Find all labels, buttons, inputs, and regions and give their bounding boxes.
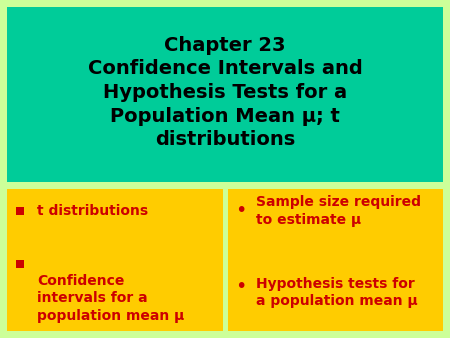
FancyBboxPatch shape xyxy=(7,7,443,182)
Text: t distributions: t distributions xyxy=(37,204,148,218)
Text: •: • xyxy=(235,277,246,296)
FancyBboxPatch shape xyxy=(16,207,24,215)
FancyBboxPatch shape xyxy=(228,189,443,331)
Text: Chapter 23
Confidence Intervals and
Hypothesis Tests for a
Population Mean μ; t
: Chapter 23 Confidence Intervals and Hypo… xyxy=(88,36,362,149)
Text: Confidence
intervals for a
population mean μ: Confidence intervals for a population me… xyxy=(37,274,184,322)
Text: •: • xyxy=(235,201,246,220)
FancyBboxPatch shape xyxy=(7,189,222,331)
Text: Sample size required
to estimate μ: Sample size required to estimate μ xyxy=(256,195,420,227)
Text: Hypothesis tests for
a population mean μ: Hypothesis tests for a population mean μ xyxy=(256,277,417,308)
FancyBboxPatch shape xyxy=(16,260,24,268)
